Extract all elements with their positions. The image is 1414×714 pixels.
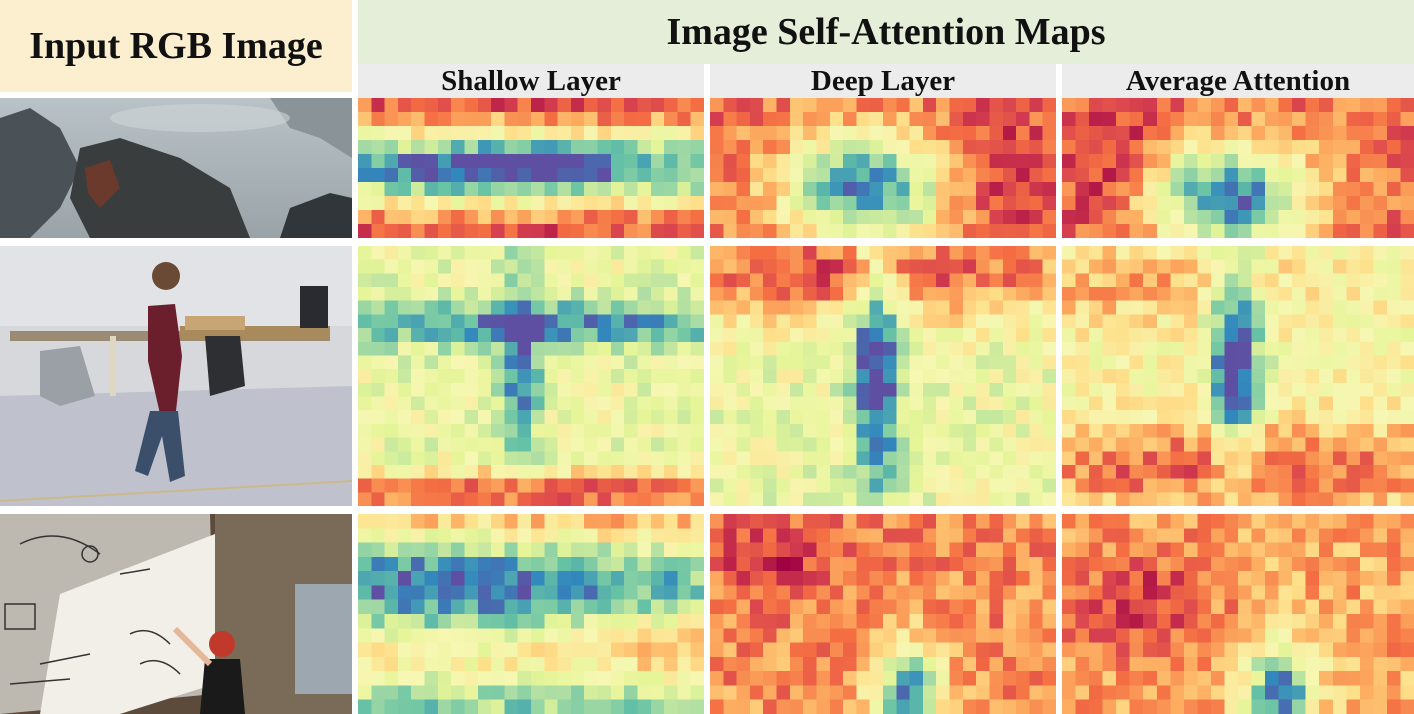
heatmap-office-average: [1062, 246, 1414, 506]
heatmap-canvas: [710, 98, 1056, 238]
column-header-average: Average Attention: [1062, 64, 1414, 98]
heatmap-whiteboard-deep: [710, 514, 1056, 714]
column-header-shallow: Shallow Layer: [358, 64, 704, 98]
heatmap-whiteboard-average: [1062, 514, 1414, 714]
heatmap-canvas: [710, 246, 1056, 506]
heatmap-office-shallow: [358, 246, 704, 506]
heatmap-cave-average: [1062, 98, 1414, 238]
heatmap-canvas: [1062, 514, 1414, 714]
input-image-office-person: [0, 246, 352, 506]
attention-maps-header: Image Self-Attention Maps: [358, 0, 1414, 64]
column-header-deep: Deep Layer: [710, 64, 1056, 98]
heatmap-cave-shallow: [358, 98, 704, 238]
heatmap-canvas: [710, 514, 1056, 714]
heatmap-cave-deep: [710, 98, 1056, 238]
heatmap-whiteboard-shallow: [358, 514, 704, 714]
heatmap-canvas: [358, 246, 704, 506]
input-rgb-header: Input RGB Image: [0, 0, 352, 92]
heatmap-canvas: [1062, 246, 1414, 506]
heatmap-canvas: [1062, 98, 1414, 238]
heatmap-office-deep: [710, 246, 1056, 506]
heatmap-canvas: [358, 98, 704, 238]
input-image-cave-creature: [0, 98, 352, 238]
input-image-whiteboard-person: [0, 514, 352, 714]
heatmap-canvas: [358, 514, 704, 714]
